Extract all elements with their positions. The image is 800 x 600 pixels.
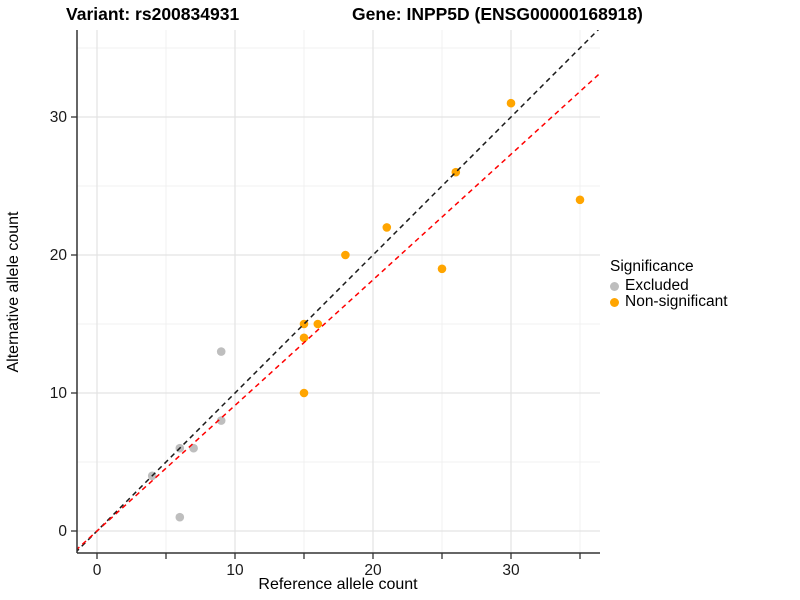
gene-title: Gene: INPP5D (ENSG00000168918)	[352, 4, 643, 24]
y-axis-title: Alternative allele count	[5, 211, 22, 373]
x-axis-title: Reference allele count	[258, 576, 418, 593]
x-tick-label: 30	[502, 562, 520, 579]
data-point-non-significant	[382, 223, 392, 232]
data-point-non-significant	[313, 319, 323, 329]
data-point-excluded	[216, 416, 226, 425]
data-point-non-significant	[506, 98, 516, 108]
data-point-non-significant	[341, 250, 350, 260]
y-tick-label: 0	[58, 523, 67, 540]
fit-line	[77, 72, 600, 551]
x-tick-label: 10	[226, 562, 244, 579]
variant-title: Variant: rs200834931	[66, 4, 240, 24]
x-tick-label: 20	[364, 562, 382, 579]
data-point-non-significant	[575, 195, 585, 205]
identity-line	[77, 30, 600, 553]
legend: Significance Excluded Non-significant	[610, 258, 795, 310]
abline-group	[77, 30, 600, 553]
data-point-non-significant	[299, 388, 309, 398]
y-tick-label: 30	[50, 109, 68, 126]
x-tick-label: 0	[93, 562, 102, 579]
y-tick-label: 10	[50, 385, 68, 402]
legend-label-non-significant: Non-significant	[625, 293, 728, 310]
legend-entry-excluded: Excluded	[610, 277, 795, 294]
data-point-non-significant	[299, 333, 309, 343]
data-point-excluded	[216, 347, 226, 356]
legend-entry-non-significant: Non-significant	[610, 293, 795, 310]
excluded-dot-icon	[610, 281, 619, 291]
non-significant-dot-icon	[610, 297, 619, 307]
data-point-non-significant	[437, 264, 447, 274]
data-point-excluded	[175, 512, 185, 522]
legend-label-excluded: Excluded	[625, 277, 689, 294]
y-tick-label: 20	[50, 247, 68, 264]
legend-title: Significance	[610, 258, 694, 275]
